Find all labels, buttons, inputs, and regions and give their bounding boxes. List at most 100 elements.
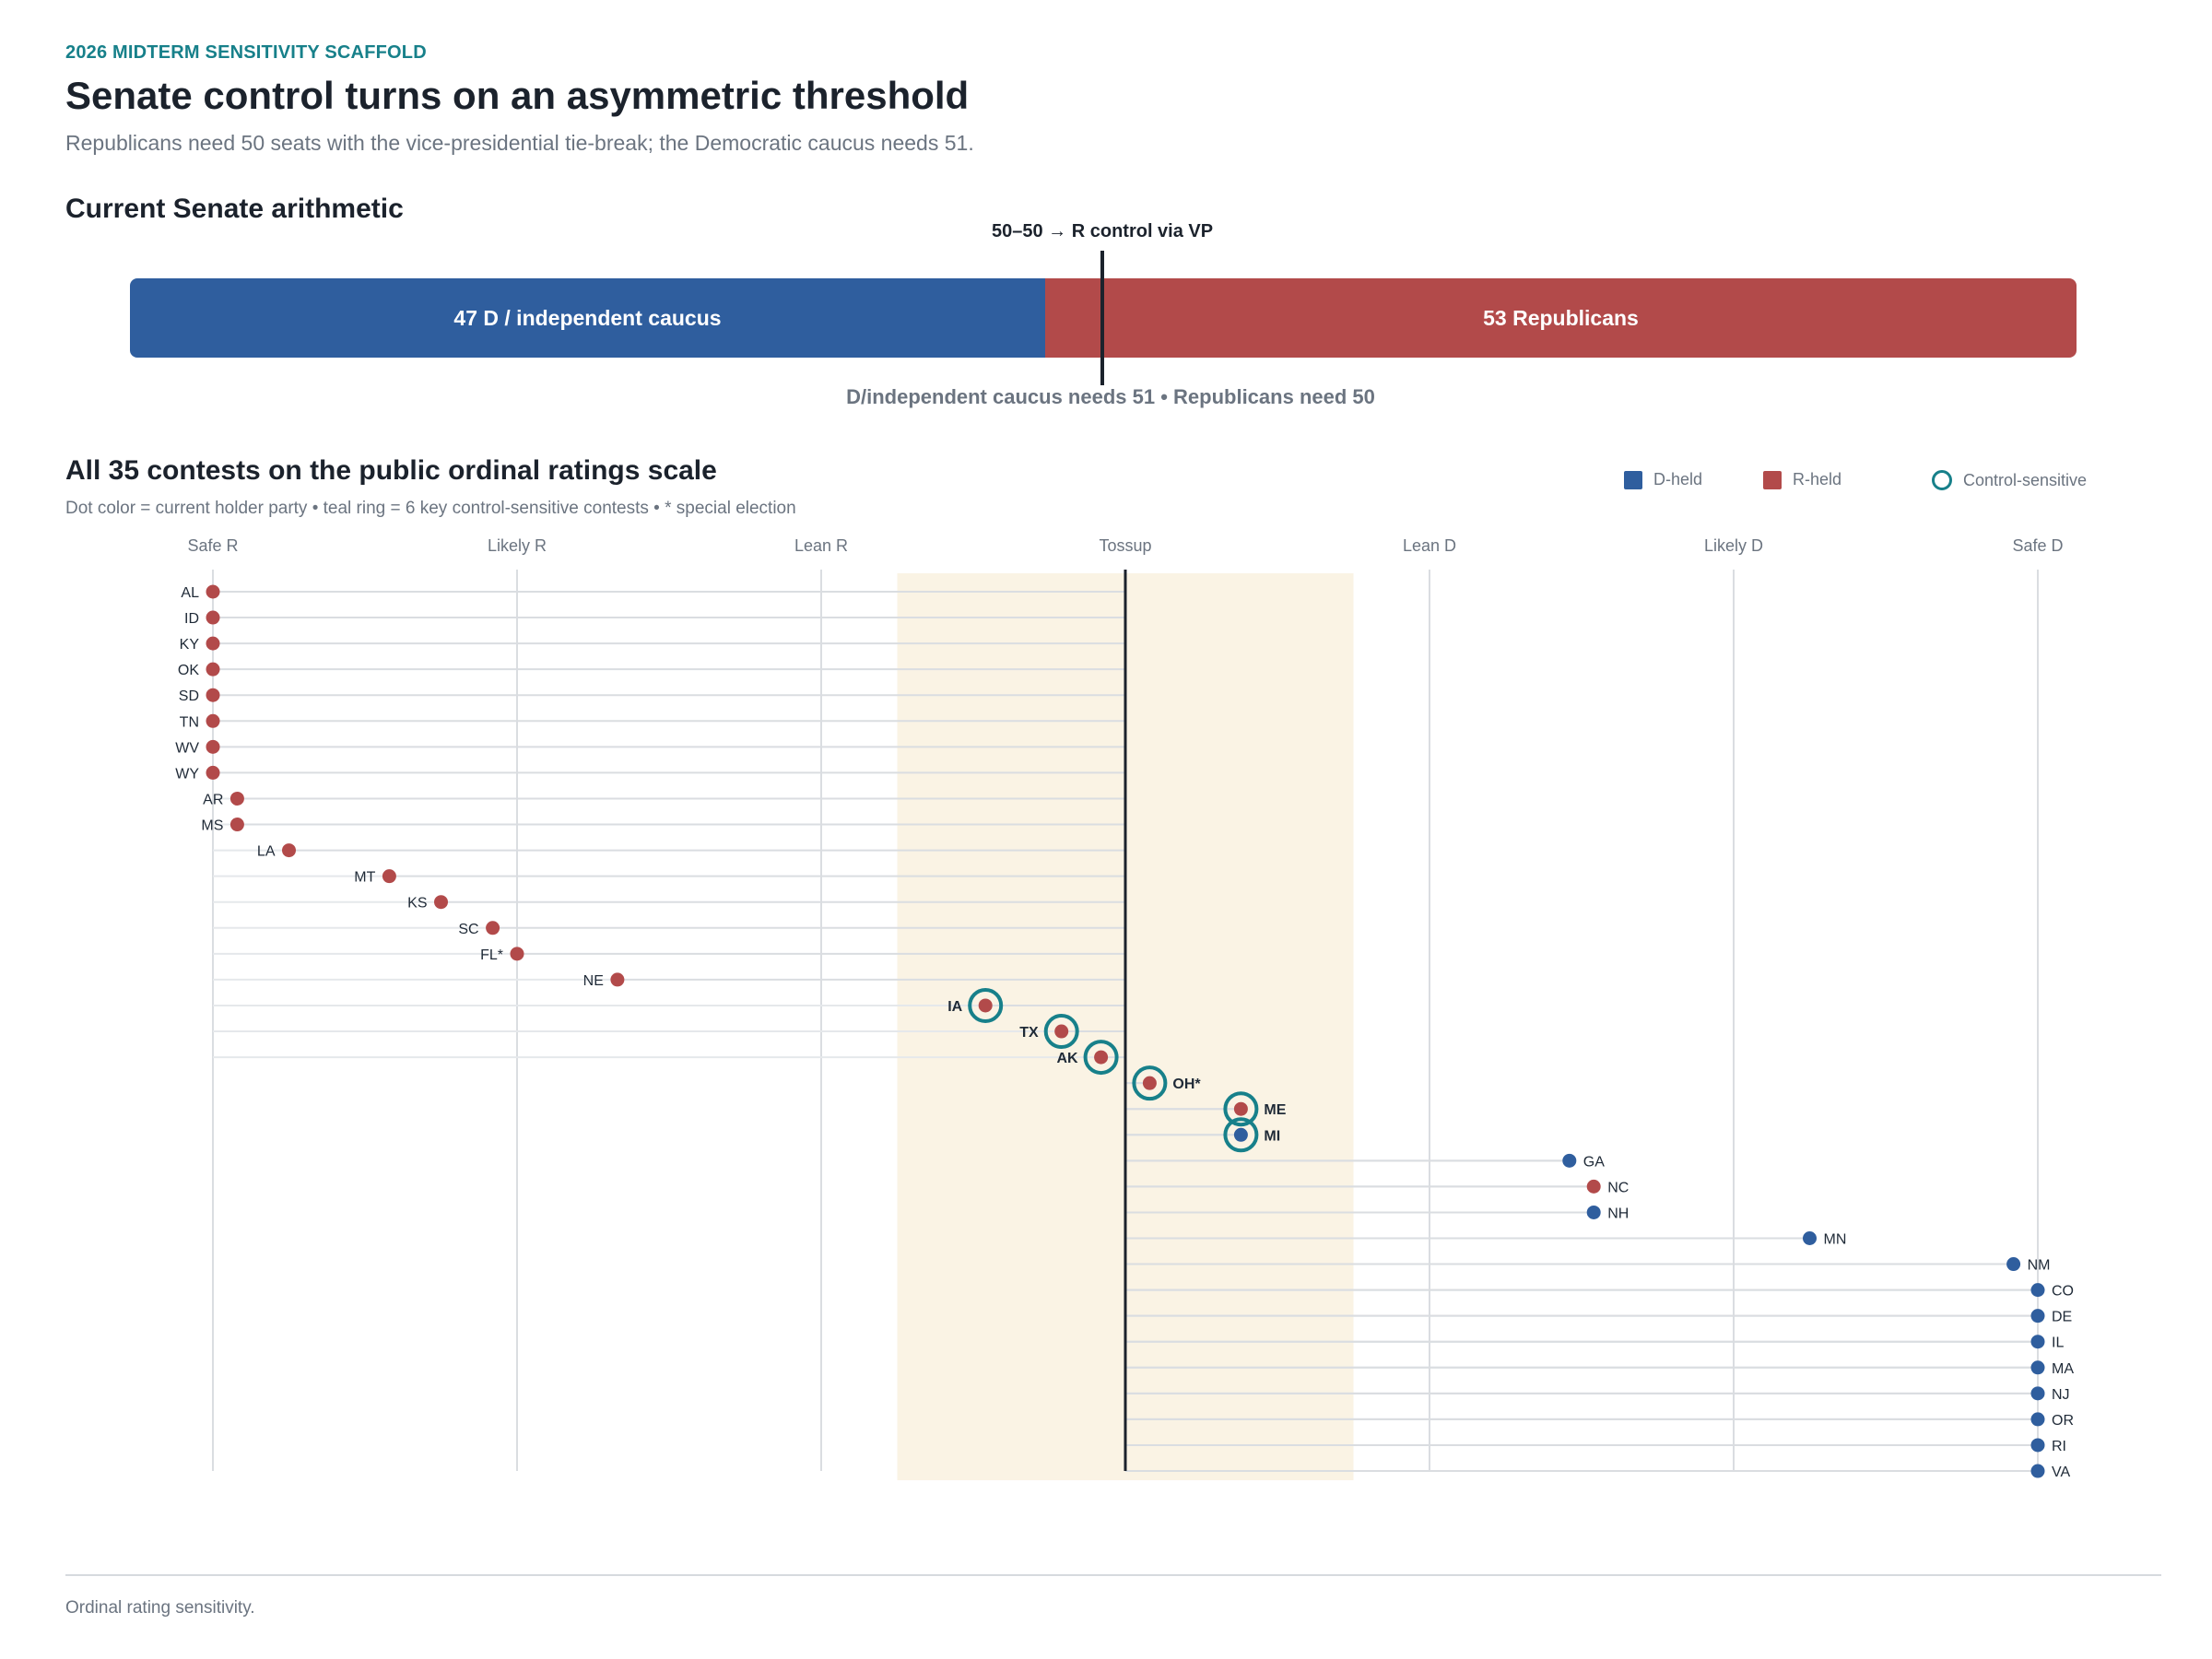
- arithmetic-title: Current Senate arithmetic: [65, 194, 404, 224]
- control-sensitive-ring: [1223, 1117, 1259, 1153]
- contest-dot: [510, 947, 524, 961]
- state-label: VA: [2052, 1465, 2070, 1480]
- state-label: FL*: [480, 947, 503, 963]
- contest-dot: [1586, 1179, 1601, 1194]
- contest-dot: [1054, 1024, 1069, 1039]
- state-label: NH: [1607, 1206, 1629, 1221]
- page-title: Senate control turns on an asymmetric th…: [65, 74, 970, 117]
- footer-divider: [65, 1574, 2161, 1576]
- contest-dot: [1803, 1231, 1817, 1245]
- contest-dot: [2006, 1257, 2021, 1272]
- state-label: MS: [201, 818, 223, 834]
- r-caucus-label: 53 Republicans: [1483, 305, 1639, 330]
- contest-dot: [206, 662, 220, 677]
- contest-dot: [2030, 1412, 2045, 1427]
- contest-dot: [2030, 1335, 2045, 1349]
- control-sensitive-ring: [1132, 1065, 1168, 1101]
- state-label: WY: [175, 766, 199, 782]
- state-label: IL: [2052, 1335, 2064, 1351]
- contest-dot: [2030, 1360, 2045, 1375]
- ring-swatch: [1932, 470, 1952, 490]
- contest-dot: [978, 998, 993, 1013]
- state-label: NJ: [2052, 1387, 2070, 1403]
- contest-dot: [2030, 1438, 2045, 1453]
- x-tick-label: Lean D: [1403, 536, 1456, 555]
- contest-dot: [2030, 1309, 2045, 1324]
- state-label: OH*: [1172, 1077, 1201, 1092]
- state-label: MN: [1824, 1232, 1847, 1248]
- r-held-swatch: [1763, 470, 1782, 489]
- legend-r-label: R-held: [1793, 470, 1842, 488]
- kicker: 2026 MIDTERM SENSITIVITY SCAFFOLD: [65, 42, 427, 63]
- state-label: TX: [1019, 1025, 1039, 1041]
- needs-label: D/independent caucus needs 51 • Republic…: [846, 385, 1375, 408]
- contest-dot: [2030, 1283, 2045, 1298]
- contest-dot: [1233, 1101, 1248, 1116]
- contest-dot: [206, 688, 220, 702]
- ratings-note: Dot color = current holder party • teal …: [65, 499, 796, 518]
- state-label: MT: [354, 870, 375, 886]
- state-label: LA: [257, 844, 276, 860]
- contest-dot: [1142, 1076, 1157, 1090]
- state-label: MA: [2052, 1361, 2074, 1377]
- ratings-title: All 35 contests on the public ordinal ra…: [65, 455, 717, 486]
- d-caucus-bar: 47 D / independent caucus: [130, 278, 1045, 358]
- contest-dot: [434, 895, 448, 910]
- state-label: SD: [179, 688, 199, 704]
- state-label: DE: [2052, 1310, 2072, 1325]
- contest-dot: [486, 921, 500, 935]
- state-label: ME: [1264, 1102, 1286, 1118]
- state-label: KS: [407, 896, 427, 912]
- control-sensitive-ring: [968, 987, 1004, 1023]
- legend-ring-label: Control-sensitive: [1963, 470, 2088, 489]
- contest-dot: [206, 765, 220, 780]
- contest-dot: [2030, 1464, 2045, 1478]
- d-caucus-label: 47 D / independent caucus: [453, 305, 722, 330]
- page-subtitle: Republicans need 50 seats with the vice-…: [65, 131, 974, 155]
- state-label: NE: [583, 973, 604, 989]
- contest-dot: [206, 584, 220, 599]
- control-sensitive-ring: [1083, 1040, 1119, 1076]
- x-tick-label: Likely D: [1704, 536, 1763, 555]
- state-label: KY: [180, 637, 200, 653]
- state-label: NM: [2028, 1258, 2051, 1274]
- contest-dot: [610, 972, 625, 987]
- state-label: GA: [1583, 1154, 1605, 1170]
- x-tick-label: Safe R: [187, 536, 238, 555]
- r-caucus-bar: 53 Republicans: [1045, 278, 2077, 358]
- contest-dot: [206, 739, 220, 754]
- contest-dot: [282, 843, 296, 858]
- contest-dot: [206, 713, 220, 728]
- x-tick-label: Tossup: [1099, 536, 1151, 555]
- contest-dot: [206, 610, 220, 625]
- state-label: WV: [175, 740, 199, 756]
- state-label: CO: [2052, 1284, 2074, 1300]
- contest-dot: [1094, 1050, 1109, 1065]
- state-label: IA: [947, 999, 962, 1015]
- state-label: OK: [178, 663, 199, 678]
- state-label: NC: [1607, 1180, 1629, 1195]
- state-label: ID: [184, 611, 199, 627]
- contest-dot: [229, 818, 244, 832]
- x-tick-label: Likely R: [488, 536, 547, 555]
- contest-dot: [1562, 1153, 1577, 1168]
- contest-dot: [229, 791, 244, 806]
- contest-dot: [1586, 1205, 1601, 1219]
- x-tick-label: Lean R: [794, 536, 848, 555]
- x-tick-label: Safe D: [2012, 536, 2063, 555]
- state-label: TN: [180, 714, 199, 730]
- d-held-swatch: [1624, 470, 1642, 489]
- footer-note: Ordinal rating sensitivity.: [65, 1598, 255, 1618]
- state-label: RI: [2052, 1439, 2066, 1454]
- legend-r-held: R-held: [1763, 470, 1841, 489]
- threshold-label: 50–50 → R control via VP: [992, 221, 1214, 241]
- legend-control-sensitive: Control-sensitive: [1932, 470, 2087, 490]
- threshold-line: [1100, 251, 1104, 385]
- contest-dot: [2030, 1386, 2045, 1401]
- state-label: AR: [203, 792, 223, 807]
- legend-d-held: D-held: [1624, 470, 1702, 489]
- contest-dot: [382, 869, 396, 884]
- contest-dot: [1233, 1127, 1248, 1142]
- control-sensitive-ring: [1223, 1091, 1259, 1127]
